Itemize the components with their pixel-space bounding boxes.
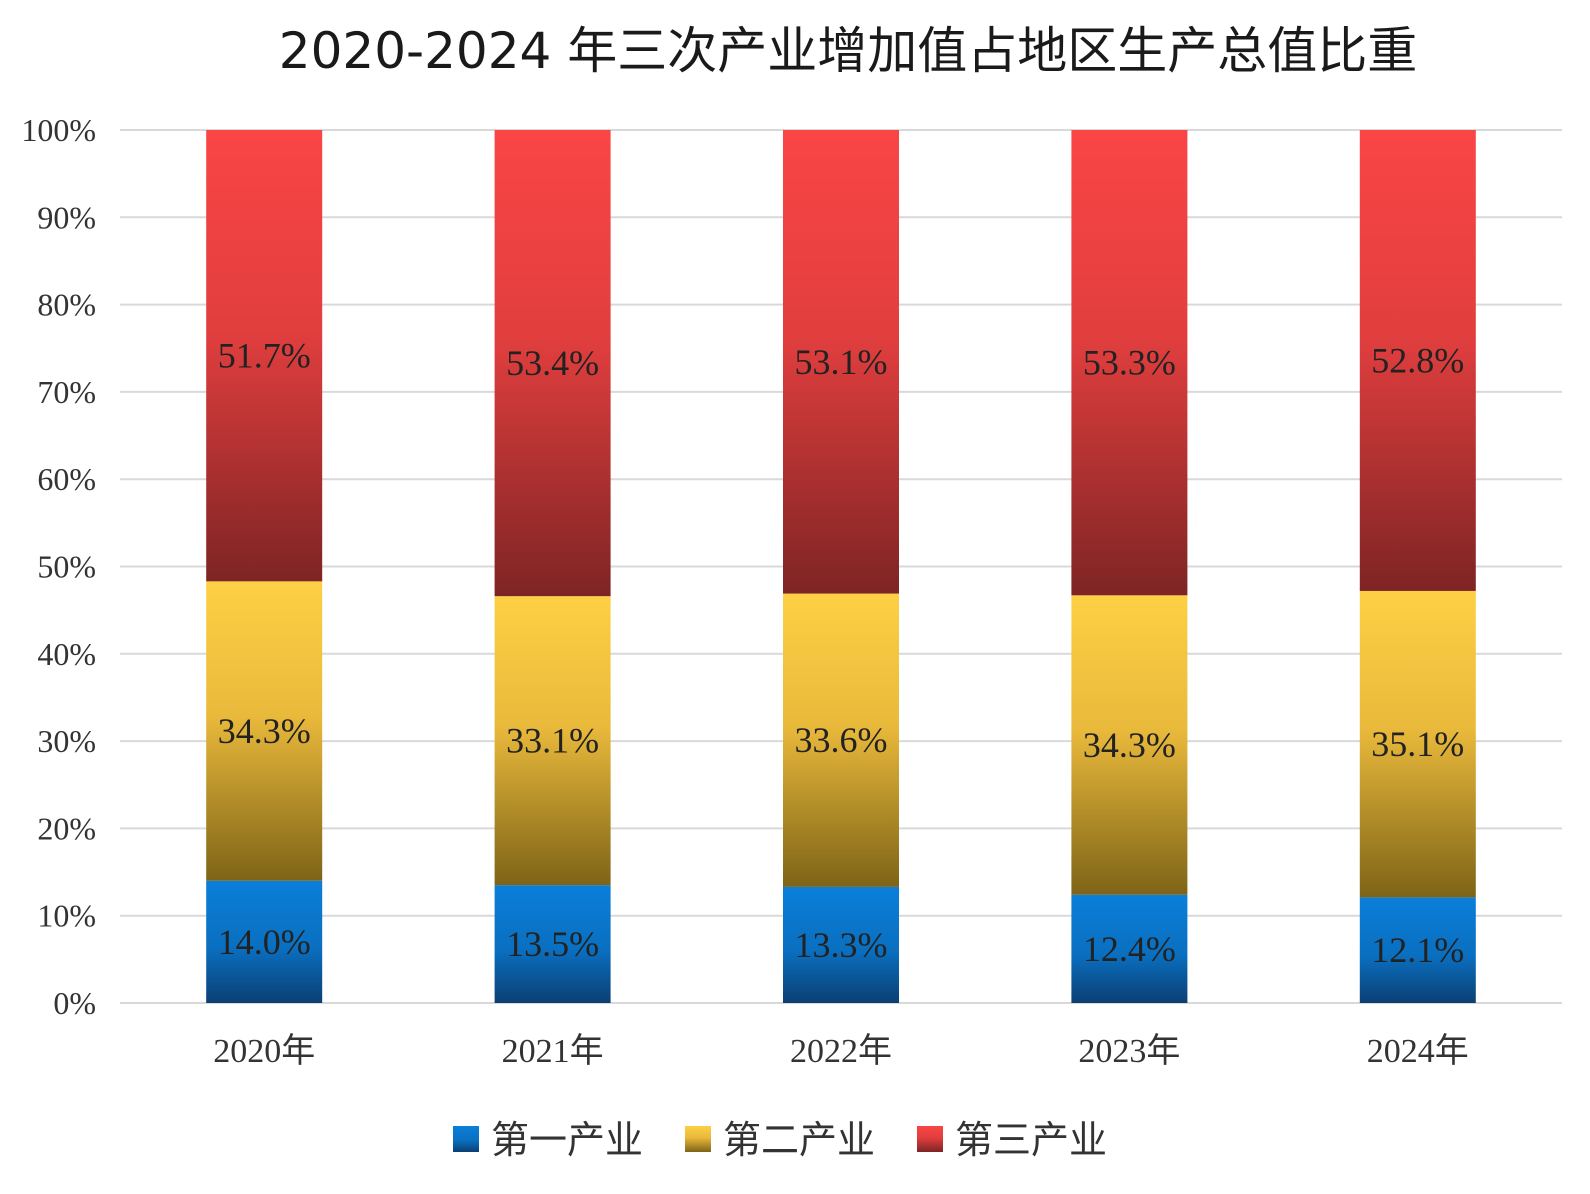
data-label: 12.1% [1371,930,1464,970]
bar-segment [783,130,899,594]
bar-segment [206,130,323,582]
y-tick-label: 10% [37,898,96,934]
data-label: 33.6% [795,720,888,760]
bar-segment [1359,590,1476,898]
x-axis-categories: 2020年 2021年 2022年 2023年 2024年 [213,1032,1469,1070]
bar-segment [1359,130,1476,591]
bar-segment [783,593,899,887]
y-tick-label: 0% [53,985,96,1021]
legend-swatch [453,1126,479,1152]
y-tick-label: 50% [37,549,96,585]
chart-title: 2020-2024 年三次产业增加值占地区生产总值比重 [279,22,1417,80]
bar-segment [1071,894,1188,1003]
data-label: 51.7% [218,336,311,376]
x-category-label: 2022年 [790,1032,892,1070]
legend-label: 第一产业 [491,1118,643,1162]
bar-segment [783,886,899,1003]
data-label: 13.5% [506,924,599,964]
y-tick-label: 90% [37,199,96,235]
legend-swatch [685,1126,711,1152]
y-tick-label: 80% [37,287,96,323]
data-label: 13.3% [795,925,888,965]
data-label: 34.3% [1083,725,1176,765]
bar-segment [494,596,611,886]
x-category-label: 2024年 [1367,1032,1469,1070]
y-tick-label: 20% [37,810,96,846]
y-tick-label: 60% [37,461,96,497]
bar-segment [1359,897,1476,1003]
y-tick-label: 100% [21,112,96,148]
legend-swatch [917,1126,943,1152]
x-category-label: 2021年 [502,1032,604,1070]
bar-segment [494,130,611,597]
data-label: 52.8% [1371,340,1464,380]
y-axis-ticks: 0% 10% 20% 30% 40% 50% 60% 70% 80% 90% 100% [21,112,96,1021]
y-tick-label: 40% [37,636,96,672]
data-label: 35.1% [1371,724,1464,764]
data-label: 34.3% [218,711,311,751]
data-label: 14.0% [218,922,311,962]
bar-segment [1071,130,1188,596]
data-labels: 14.0% 34.3% 51.7% 13.5% 33.1% 53.4% 13.3% 33.6%… [218,336,1465,971]
legend-label: 第二产业 [723,1118,875,1162]
bar-segment [494,885,611,1003]
bar-segment [206,880,323,1003]
y-tick-label: 30% [37,723,96,759]
data-label: 33.1% [506,721,599,761]
bars [206,130,1476,1003]
bar-segment [1071,595,1188,895]
data-label: 53.3% [1083,343,1176,383]
legend-label: 第三产业 [955,1118,1107,1162]
x-category-label: 2023年 [1078,1032,1180,1070]
data-label: 53.1% [795,342,888,382]
legend: 第一产业 第二产业 第三产业 [453,1118,1107,1162]
y-tick-label: 70% [37,374,96,410]
data-label: 53.4% [506,343,599,383]
data-label: 12.4% [1083,929,1176,969]
bar-segment [206,581,323,881]
x-category-label: 2020年 [213,1032,315,1070]
